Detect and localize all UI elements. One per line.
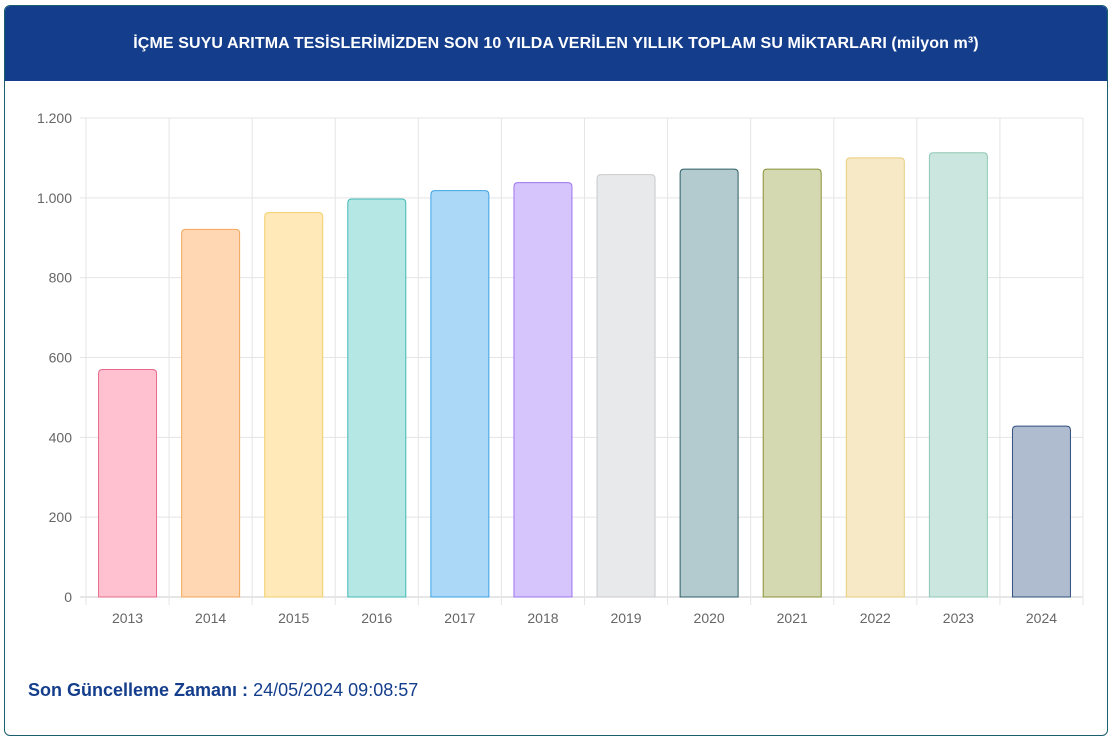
x-tick-label: 2015 [278, 610, 309, 626]
x-tick-label: 2017 [444, 610, 475, 626]
x-tick-label: 2021 [777, 610, 808, 626]
bar-2024 [1011, 425, 1071, 598]
bar-2022 [845, 157, 905, 598]
x-tick-label: 2018 [527, 610, 558, 626]
bar-2014 [181, 228, 241, 598]
y-tick-label: 600 [49, 350, 73, 366]
y-tick-label: 800 [49, 270, 73, 286]
bar-2018 [513, 182, 573, 598]
x-tick-label: 2023 [943, 610, 974, 626]
x-tick-label: 2016 [361, 610, 392, 626]
x-tick-label: 2014 [195, 610, 226, 626]
bar-2013 [98, 368, 158, 598]
y-tick-label: 400 [49, 429, 73, 445]
y-tick-label: 200 [49, 509, 73, 525]
x-tick-label: 2024 [1026, 610, 1057, 626]
x-tick-label: 2022 [860, 610, 891, 626]
last-update-label: Son Güncelleme Zamanı : [28, 680, 249, 700]
x-tick-label: 2019 [610, 610, 641, 626]
x-tick-label: 2013 [112, 610, 143, 626]
x-tick-label: 2020 [694, 610, 725, 626]
bar-2020 [679, 168, 739, 598]
y-tick-label: 1.200 [37, 110, 72, 126]
last-update-value: 24/05/2024 09:08:57 [253, 680, 419, 700]
bar-2021 [762, 168, 822, 598]
y-tick-label: 1.000 [37, 190, 72, 206]
y-tick-label: 0 [64, 589, 72, 605]
bar-2019 [596, 174, 656, 598]
last-update: Son Güncelleme Zamanı : 24/05/2024 09:08… [28, 680, 418, 701]
bar-2016 [347, 198, 407, 598]
chart-title: İÇME SUYU ARITMA TESİSLERİMİZDEN SON 10 … [5, 6, 1107, 81]
bar-2015 [264, 212, 324, 598]
bar-2017 [430, 190, 490, 598]
bar-2023 [928, 152, 988, 598]
